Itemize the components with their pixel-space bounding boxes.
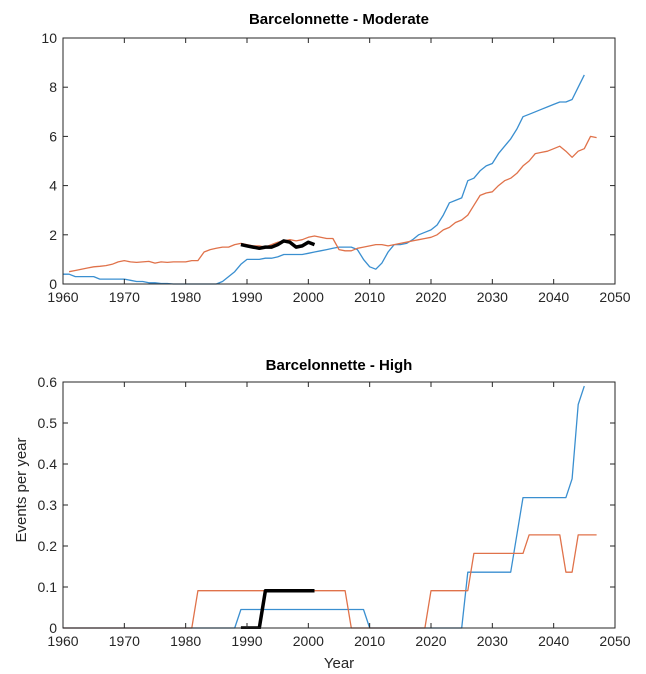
- x-tick-label: 2030: [477, 289, 508, 305]
- y-tick-label: 0.5: [38, 415, 58, 431]
- y-tick-label: 2: [49, 227, 57, 243]
- x-tick-label: 2020: [415, 289, 446, 305]
- y-tick-label: 10: [41, 30, 57, 46]
- y-axis-label: Events per year: [13, 437, 30, 542]
- x-axis-label: Year: [324, 655, 354, 672]
- series-line-1: [63, 385, 585, 629]
- y-tick-label: 0.1: [38, 579, 58, 595]
- y-tick-label: 0.3: [38, 497, 58, 513]
- series-line-3: [240, 239, 316, 251]
- series-line-1: [63, 74, 585, 285]
- x-tick-label: 2000: [293, 289, 324, 305]
- x-tick-label: 2010: [354, 289, 385, 305]
- x-tick-label: 1960: [47, 289, 78, 305]
- x-tick-label: 2020: [415, 633, 446, 649]
- x-tick-label: 1990: [231, 633, 262, 649]
- y-tick-label: 0.4: [38, 456, 58, 472]
- x-tick-label: 1970: [109, 633, 140, 649]
- x-tick-label: 1980: [170, 633, 201, 649]
- y-tick-label: 0: [49, 620, 57, 636]
- x-tick-label: 2030: [477, 633, 508, 649]
- series-line-2: [63, 534, 597, 629]
- y-tick-label: 8: [49, 79, 57, 95]
- y-tick-label: 0.2: [38, 538, 58, 554]
- x-tick-label: 2010: [354, 633, 385, 649]
- chart-title-high: Barcelonnette - High: [266, 357, 413, 374]
- y-tick-label: 4: [49, 178, 57, 194]
- x-tick-label: 2040: [538, 633, 569, 649]
- x-tick-label: 1960: [47, 633, 78, 649]
- x-tick-label: 1980: [170, 289, 201, 305]
- x-tick-label: 1970: [109, 289, 140, 305]
- x-tick-label: 1990: [231, 289, 262, 305]
- x-tick-label: 2040: [538, 289, 569, 305]
- x-tick-label: 2050: [599, 633, 630, 649]
- x-tick-label: 2000: [293, 633, 324, 649]
- y-tick-label: 6: [49, 128, 57, 144]
- y-tick-label: 0.6: [38, 374, 58, 390]
- axes-moderate: Barcelonnette - Moderate 1960 1970 1980 199…: [41, 11, 630, 305]
- y-tick-label: 0: [49, 276, 57, 292]
- axes-high: Barcelonnette - High 1960 1970 1980 1990 200…: [13, 357, 631, 672]
- chart-title-moderate: Barcelonnette - Moderate: [249, 11, 429, 28]
- x-tick-label: 2050: [599, 289, 630, 305]
- plot-frame-moderate: [62, 37, 616, 285]
- series-line-2: [68, 135, 597, 273]
